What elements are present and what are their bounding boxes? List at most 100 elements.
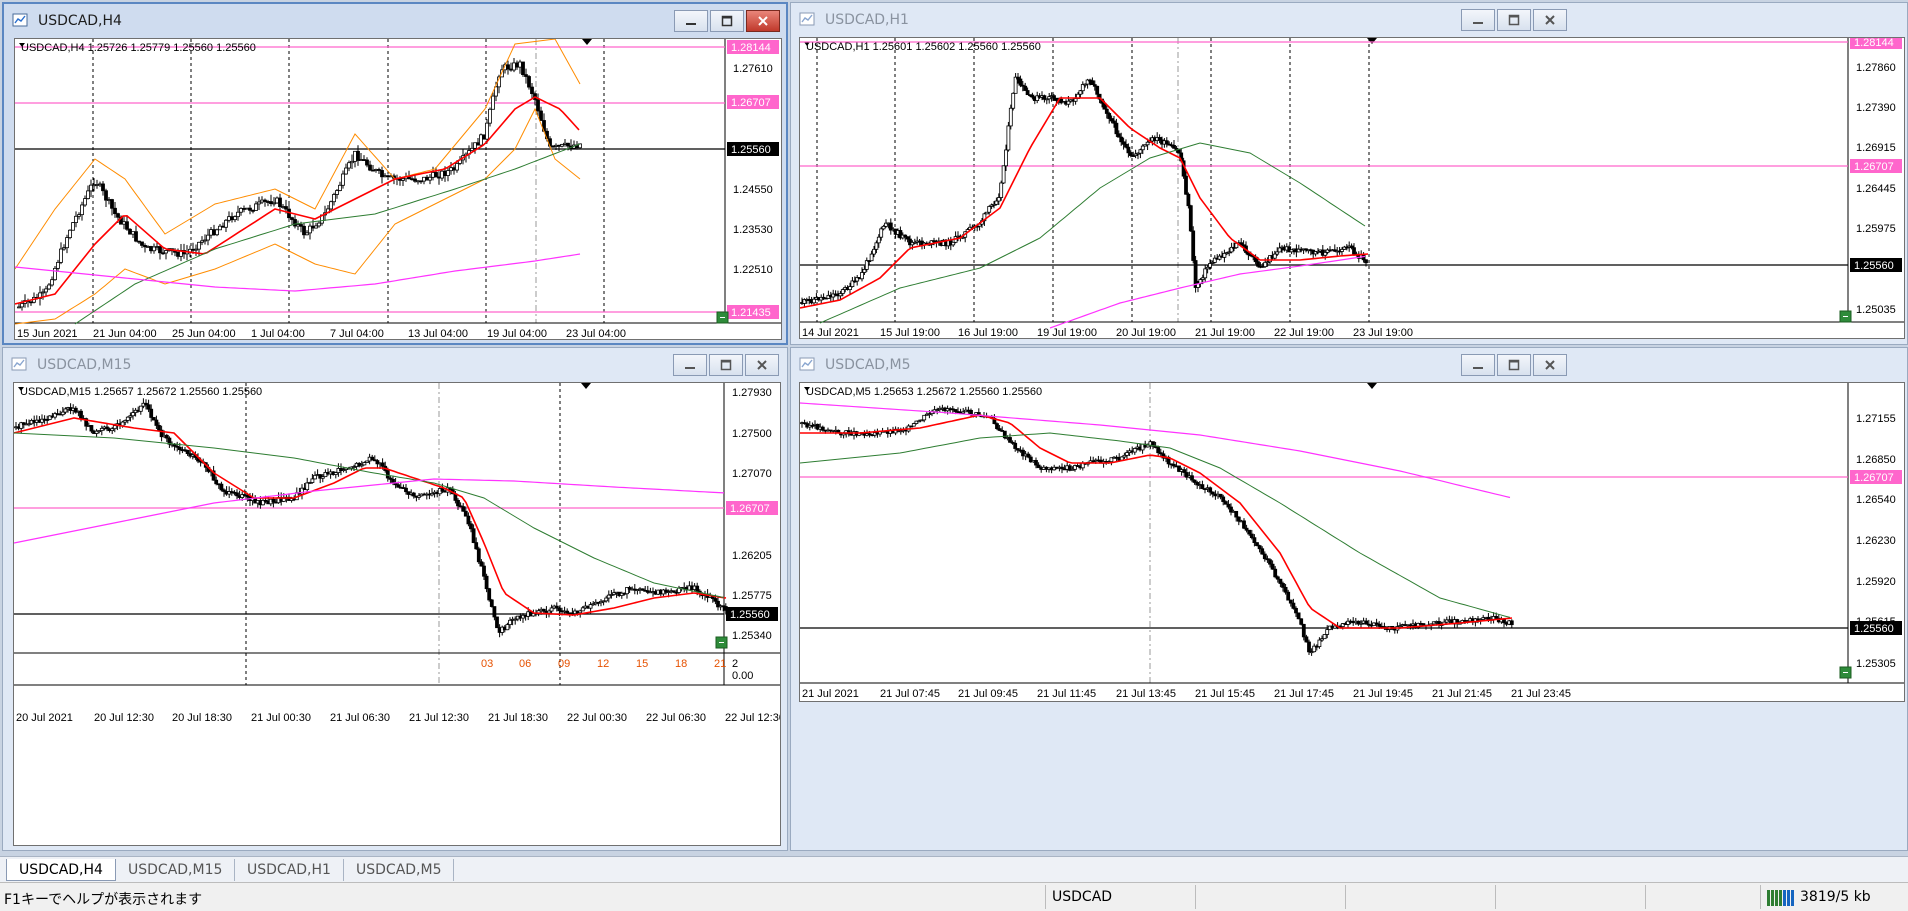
candle [1212, 257, 1217, 263]
tab-usdcad-h4[interactable]: USDCAD,H4 [6, 859, 116, 881]
candle [53, 267, 57, 281]
close-button[interactable] [1533, 9, 1567, 31]
moving-average-slow [15, 253, 581, 292]
candle [820, 426, 825, 431]
candle [905, 236, 910, 240]
candle [1344, 246, 1349, 249]
time-label: 21 Jul 12:30 [409, 712, 469, 724]
candle [982, 213, 987, 222]
time-label: 21 Jul 06:30 [330, 712, 390, 724]
candle [1346, 620, 1350, 625]
tab-usdcad-m15[interactable]: USDCAD,M15 [116, 859, 236, 881]
chart-window-m15[interactable]: USDCAD,M15 1.27930 1.27500 1.27070 1.26707 1… [2, 347, 788, 851]
time-label: 13 Jul 04:00 [408, 328, 468, 340]
moving-average-fast [14, 417, 727, 616]
candle [1242, 520, 1246, 529]
minimize-button[interactable] [1461, 9, 1495, 31]
window-titlebar[interactable]: USDCAD,H4 [4, 4, 786, 38]
candle [1340, 248, 1344, 252]
time-label: 23 Jul 04:00 [566, 328, 626, 340]
price-chart[interactable]: 1.28144 1.27610 1.26707 1.25560 1.24550 1.235… [14, 38, 782, 340]
time-label: 22 Jul 06:30 [646, 712, 706, 724]
candle [1161, 453, 1166, 459]
candle [911, 423, 916, 427]
candle [1304, 636, 1309, 643]
close-button[interactable] [746, 10, 780, 32]
candle [362, 462, 367, 466]
candle [1157, 137, 1162, 141]
candle [221, 225, 225, 228]
candle [1122, 454, 1127, 458]
restore-button[interactable] [1497, 9, 1531, 31]
candle [485, 122, 489, 140]
price-chart[interactable]: 1.27155 1.26850 1.26707 1.26540 1.26230 1.259… [799, 382, 1905, 702]
candle [1023, 85, 1028, 91]
chart-window-h1[interactable]: USDCAD,H1 1.28144 1.27860 1.27390 1.26915 1.… [790, 2, 1908, 345]
candle [987, 206, 992, 213]
time-label: 21 Jul 15:45 [1195, 688, 1255, 700]
candle [17, 306, 21, 309]
time-label: 19 Jul 19:00 [1037, 327, 1097, 339]
time-label: 21 Jul 19:45 [1353, 688, 1413, 700]
chart-header: USDCAD,H1 1.25601 1.25602 1.25560 1.2556… [806, 41, 1041, 53]
candle [143, 245, 147, 248]
candle [1221, 496, 1226, 502]
candle [266, 201, 270, 203]
chart-window-m5[interactable]: USDCAD,M5 1.27155 1.26850 1.26707 1.26540 1.… [790, 347, 1908, 851]
minimize-button[interactable] [1461, 354, 1495, 376]
subwindow-hour-label: 06 [519, 658, 531, 670]
restore-button[interactable] [1497, 354, 1531, 376]
candle [164, 250, 168, 254]
candle [83, 198, 87, 206]
price-label: 1.25035 [1856, 304, 1896, 316]
candle [1004, 149, 1008, 167]
candle [296, 224, 300, 227]
tab-usdcad-h1[interactable]: USDCAD,H1 [235, 859, 344, 881]
moving-average-mid [800, 432, 1511, 618]
candle [159, 429, 164, 438]
candle [476, 548, 481, 563]
candle [157, 425, 161, 431]
candle [47, 415, 52, 420]
candle [1275, 251, 1280, 255]
tab-usdcad-m5[interactable]: USDCAD,M5 [344, 859, 455, 881]
restore-icon [720, 359, 732, 371]
candle [1356, 620, 1361, 625]
candle [1132, 448, 1137, 453]
chart-shift-marker [1367, 383, 1377, 389]
restore-button[interactable] [710, 10, 744, 32]
candle [27, 423, 31, 426]
candle [84, 418, 89, 427]
minimize-button[interactable] [673, 354, 707, 376]
price-label-bg [727, 95, 779, 109]
price-chart[interactable]: 1.27930 1.27500 1.27070 1.26707 1.26205 1.257… [13, 382, 781, 846]
minimize-button[interactable] [674, 10, 708, 32]
candle [1109, 118, 1114, 122]
candle [1288, 599, 1293, 604]
candle [671, 590, 676, 593]
candle [1193, 260, 1198, 288]
candle [471, 528, 476, 544]
candle [1227, 251, 1232, 254]
candle [1034, 460, 1038, 466]
candle [149, 408, 154, 418]
chart-shift-marker [581, 383, 591, 389]
candle [323, 472, 328, 478]
chart-window-h4[interactable]: USDCAD,H4 1.28144 1.27610 1.26707 1.25560 1.… [2, 2, 788, 345]
window-titlebar[interactable]: USDCAD,M5 [791, 348, 1907, 382]
chart-window-icon [799, 357, 815, 371]
close-button[interactable] [1533, 354, 1567, 376]
candle [161, 252, 165, 255]
candle [1078, 90, 1083, 95]
window-titlebar[interactable]: USDCAD,M15 [3, 348, 787, 382]
window-titlebar[interactable]: USDCAD,H1 [791, 3, 1907, 37]
candle [1398, 625, 1402, 628]
price-chart[interactable]: 1.28144 1.27860 1.27390 1.26915 1.26707 1.264… [799, 37, 1905, 339]
restore-button[interactable] [709, 354, 743, 376]
close-button[interactable] [745, 354, 779, 376]
candle [539, 110, 543, 121]
candle [1191, 230, 1196, 261]
candle [281, 498, 286, 502]
candle [410, 178, 414, 181]
price-label-bg [1850, 38, 1902, 49]
